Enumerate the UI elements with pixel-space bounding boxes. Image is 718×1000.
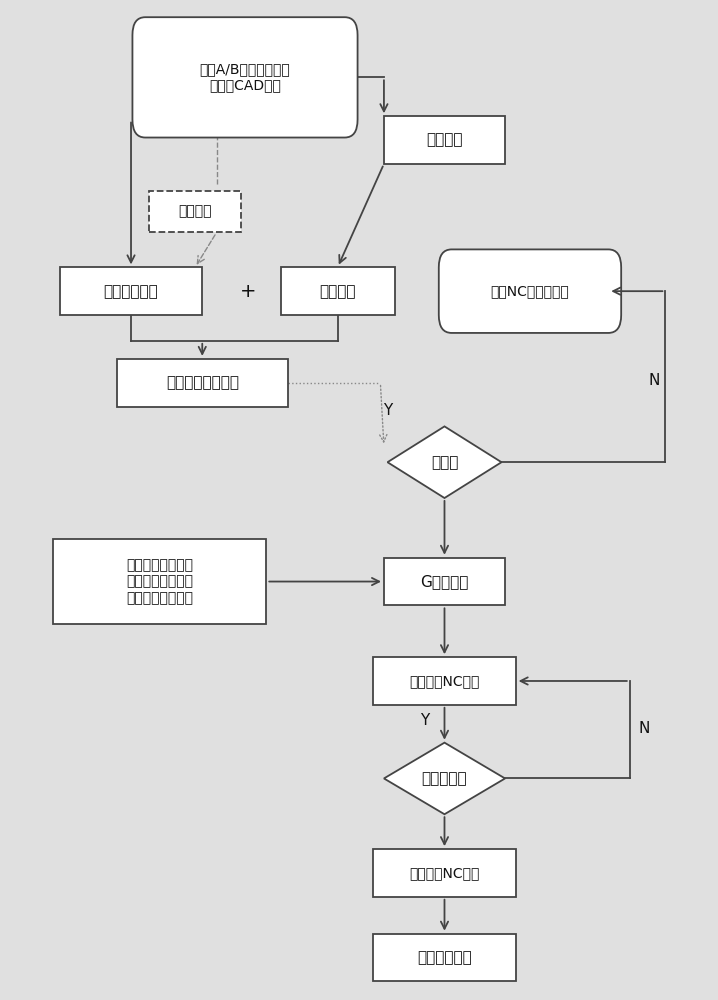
Bar xyxy=(117,359,288,407)
FancyBboxPatch shape xyxy=(132,17,358,138)
Bar xyxy=(52,539,266,624)
Text: 目标NC程序的获取: 目标NC程序的获取 xyxy=(490,284,569,298)
Bar xyxy=(373,849,516,897)
Text: 深度优化NC程序: 深度优化NC程序 xyxy=(409,866,480,880)
Bar xyxy=(373,657,516,705)
Polygon shape xyxy=(388,426,501,498)
Bar xyxy=(60,267,202,315)
FancyBboxPatch shape xyxy=(439,249,621,333)
Text: 拓扑关系: 拓扑关系 xyxy=(178,205,212,219)
Text: 残余误差值: 残余误差值 xyxy=(421,771,467,786)
Text: N: N xyxy=(638,721,650,736)
Text: Y: Y xyxy=(383,403,392,418)
Text: N: N xyxy=(649,373,661,388)
Text: 误差测量: 误差测量 xyxy=(426,133,462,148)
Text: 快速定位修正算法
直线插补修正算法
圆弧插补修正算法: 快速定位修正算法 直线插补修正算法 圆弧插补修正算法 xyxy=(126,558,193,605)
Bar xyxy=(281,267,395,315)
Text: +: + xyxy=(241,282,257,301)
Text: 大型A/B双摆角龙门数
控机床CAD模型: 大型A/B双摆角龙门数 控机床CAD模型 xyxy=(200,62,290,92)
Bar xyxy=(373,934,516,981)
Bar xyxy=(149,191,241,232)
Text: 误差预测模型: 误差预测模型 xyxy=(103,284,159,299)
Text: 误差值: 误差值 xyxy=(431,455,458,470)
Text: 各运动轴误差函数: 各运动轴误差函数 xyxy=(166,375,239,390)
Text: G代码修改: G代码修改 xyxy=(420,574,469,589)
Bar xyxy=(384,558,505,605)
Text: 误差辨识: 误差辨识 xyxy=(320,284,356,299)
Text: 初次优化NC程序: 初次优化NC程序 xyxy=(409,674,480,688)
Text: Y: Y xyxy=(420,713,429,728)
Text: 数控加工仿真: 数控加工仿真 xyxy=(417,950,472,965)
Polygon shape xyxy=(384,743,505,814)
Bar xyxy=(384,116,505,164)
